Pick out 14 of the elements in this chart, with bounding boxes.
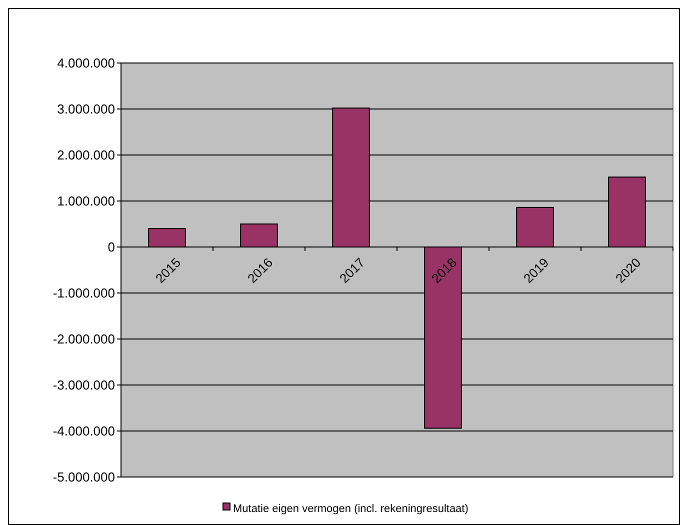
y-tick-label: 4.000.000	[57, 56, 115, 71]
y-tick-label: -2.000.000	[52, 332, 115, 347]
bar	[148, 228, 186, 248]
bar	[516, 206, 554, 248]
y-tick-label: 3.000.000	[57, 102, 115, 117]
y-tick-label: -1.000.000	[52, 286, 115, 301]
y-tick-label: 0	[108, 240, 115, 255]
legend-label: Mutatie eigen vermogen (incl. rekeningresultaat)	[233, 502, 468, 515]
y-tick-label: -5.000.000	[52, 470, 115, 485]
y-tick-label: -4.000.000	[52, 424, 115, 439]
y-tick-label: 2.000.000	[57, 148, 115, 163]
bar	[240, 224, 278, 248]
y-tick-label: 1.000.000	[57, 194, 115, 209]
y-tick-label: -3.000.000	[52, 378, 115, 393]
